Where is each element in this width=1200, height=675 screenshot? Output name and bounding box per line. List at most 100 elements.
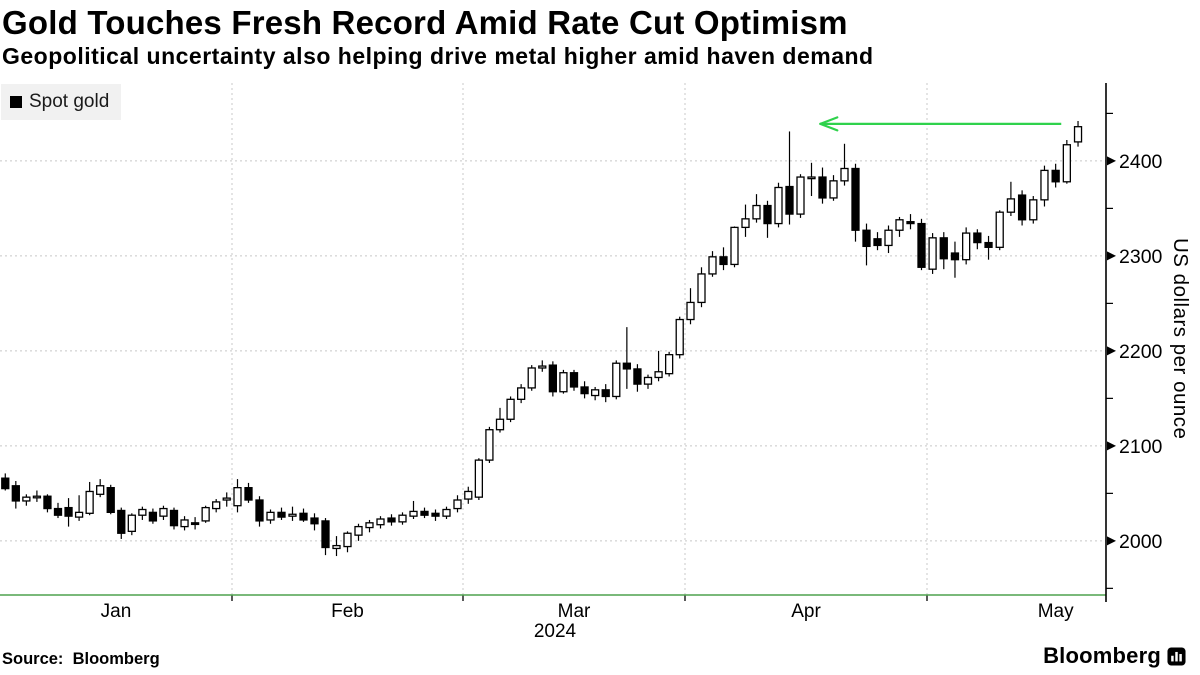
- y-axis-tick-label: 2300: [1119, 246, 1163, 268]
- x-axis-month-label: Jan: [101, 601, 132, 622]
- candle-body-up: [807, 176, 816, 180]
- candle-body-up: [1040, 169, 1049, 201]
- candle-body-up: [222, 497, 231, 501]
- candle-body-up: [266, 511, 275, 521]
- x-axis-month-label: Feb: [331, 601, 364, 622]
- candle-body-up: [442, 508, 451, 517]
- candle-body-down: [763, 204, 772, 225]
- candle-body-up: [96, 485, 105, 495]
- candle-body-up: [1029, 199, 1038, 221]
- candle-body-down: [190, 522, 200, 526]
- candle-body-up: [354, 525, 363, 536]
- source-attribution: Source: Bloomberg: [2, 650, 160, 668]
- candle-body-down: [310, 517, 319, 525]
- candle-body-down: [11, 485, 20, 502]
- candle-body-down: [548, 364, 558, 393]
- candle-body-up: [895, 219, 904, 231]
- candle-body-up: [612, 362, 621, 398]
- candle-body-down: [387, 517, 396, 523]
- candle-body-up: [464, 490, 473, 500]
- candle-body-down: [117, 509, 126, 534]
- candle-body-up: [1062, 144, 1071, 183]
- candle-body-down: [1051, 169, 1060, 183]
- y-axis-major-tick: [1107, 251, 1116, 261]
- page-subtitle: Geopolitical uncertainty also helping dr…: [2, 43, 874, 69]
- candle-body-down: [569, 372, 579, 388]
- y-axis-major-tick: [1107, 156, 1116, 166]
- candle-body-up: [159, 507, 168, 517]
- candle-body-down: [255, 499, 264, 522]
- candle-body-up: [730, 226, 739, 266]
- candle-body-up: [127, 514, 136, 533]
- candle-body-up: [453, 499, 462, 510]
- y-axis-tick-label: 2200: [1119, 341, 1163, 363]
- candle-body-down: [169, 509, 179, 527]
- candle-body-down: [862, 229, 871, 248]
- x-axis-month-label: Apr: [791, 601, 821, 622]
- candle-body-down: [1017, 194, 1027, 221]
- candle-body-up: [506, 398, 515, 420]
- candle-body-up: [74, 511, 84, 518]
- candle-body-down: [148, 511, 158, 522]
- candle-body-up: [962, 232, 971, 261]
- y-axis-tick-label: 2100: [1119, 436, 1163, 458]
- candle-body-up: [774, 186, 783, 225]
- bloomberg-logo-icon: [1167, 646, 1186, 666]
- candle-body-up: [654, 371, 663, 379]
- candle-body-up: [474, 459, 484, 498]
- candle-body-up: [527, 367, 536, 389]
- candle-body-up: [590, 389, 600, 397]
- candle-body-down: [244, 487, 253, 501]
- candle-body-up: [708, 256, 717, 275]
- candle-body-up: [559, 372, 568, 393]
- candle-body-up: [829, 180, 838, 199]
- candle-body-up: [884, 229, 893, 247]
- candle-body-down: [601, 389, 610, 398]
- candle-body-up: [840, 167, 849, 182]
- candle-body-down: [43, 495, 52, 510]
- candle-body-up: [85, 490, 94, 514]
- page-title: Gold Touches Fresh Record Amid Rate Cut …: [2, 4, 848, 41]
- y-axis-unit-label: US dollars per ounce: [1169, 238, 1192, 440]
- candle-body-up: [752, 204, 761, 220]
- candle-body-up: [686, 301, 695, 321]
- candle-body-up: [675, 318, 684, 356]
- candle-body-down: [53, 507, 63, 516]
- candle-body-down: [633, 368, 642, 385]
- x-axis-year-label: 2024: [533, 621, 577, 642]
- candle-body-up: [343, 532, 352, 548]
- candle-body-up: [538, 365, 547, 369]
- bloomberg-wordmark: Bloomberg: [1043, 643, 1161, 668]
- candle-body-down: [818, 176, 827, 199]
- bloomberg-brand: Bloomberg: [1043, 643, 1186, 669]
- candle-body-up: [697, 273, 706, 304]
- candle-body-up: [928, 237, 937, 270]
- candle-body-up: [233, 487, 242, 507]
- y-axis-tick-label: 2400: [1119, 151, 1163, 173]
- candle-body-down: [420, 510, 429, 516]
- candle-body-down: [939, 237, 948, 260]
- candle-body-up: [516, 387, 526, 400]
- candle-body-down: [299, 512, 308, 521]
- candle-body-up: [201, 506, 210, 522]
- record-arrow-head: [819, 122, 839, 132]
- candle-body-down: [950, 252, 960, 261]
- candle-body-down: [277, 511, 286, 518]
- candle-body-down: [1, 477, 10, 490]
- candle-body-down: [64, 506, 73, 517]
- y-axis-major-tick: [1107, 441, 1116, 451]
- candle-body-down: [873, 238, 882, 247]
- candle-body-down: [431, 512, 440, 517]
- candle-body-up: [485, 429, 494, 461]
- candle-body-up: [796, 176, 805, 215]
- candle-body-up: [643, 376, 653, 385]
- x-axis-month-label: Mar: [558, 601, 591, 622]
- candle-body-up: [365, 522, 374, 529]
- candle-body-up: [1073, 126, 1083, 143]
- candle-body-up: [1006, 198, 1016, 213]
- candle-body-up: [332, 544, 341, 550]
- legend-swatch-icon: [10, 96, 22, 108]
- candle-body-down: [580, 386, 589, 395]
